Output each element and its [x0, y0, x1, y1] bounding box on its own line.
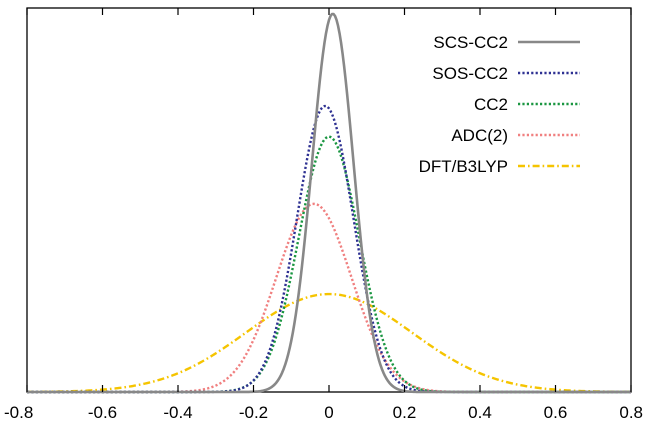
x-axis-ticks — [26, 8, 632, 392]
plot-area — [26, 7, 632, 393]
x-tick-label: 0.8 — [619, 403, 643, 422]
legend: SCS-CC2 SOS-CC2 CC2 ADC(2) DFT/B3LYP — [419, 33, 580, 176]
x-tick-label: 0 — [324, 403, 333, 422]
x-tick-label: 0.2 — [393, 403, 417, 422]
x-tick-label: 0.6 — [544, 403, 568, 422]
series-line-scs-cc2 — [27, 12, 631, 394]
series-line-adc-2 — [27, 202, 631, 394]
x-tick-label: -0.8 — [4, 403, 33, 422]
series-line-dft-b3lyp — [26, 292, 632, 394]
legend-label: ADC(2) — [451, 126, 508, 145]
legend-label: SOS-CC2 — [432, 64, 508, 83]
series-curves — [26, 12, 632, 394]
series-line-sos-cc2 — [27, 104, 631, 394]
x-tick-label: -0.2 — [239, 403, 268, 422]
x-tick-label: 0.4 — [468, 403, 492, 422]
x-tick-label: -0.4 — [163, 403, 192, 422]
x-axis-tick-labels: -0.8 -0.6 -0.4 -0.2 0 0.2 0.4 0.6 0.8 — [4, 403, 643, 422]
legend-label: CC2 — [474, 95, 508, 114]
legend-label: SCS-CC2 — [433, 33, 508, 52]
legend-label: DFT/B3LYP — [419, 157, 508, 176]
x-tick-label: -0.6 — [88, 403, 117, 422]
